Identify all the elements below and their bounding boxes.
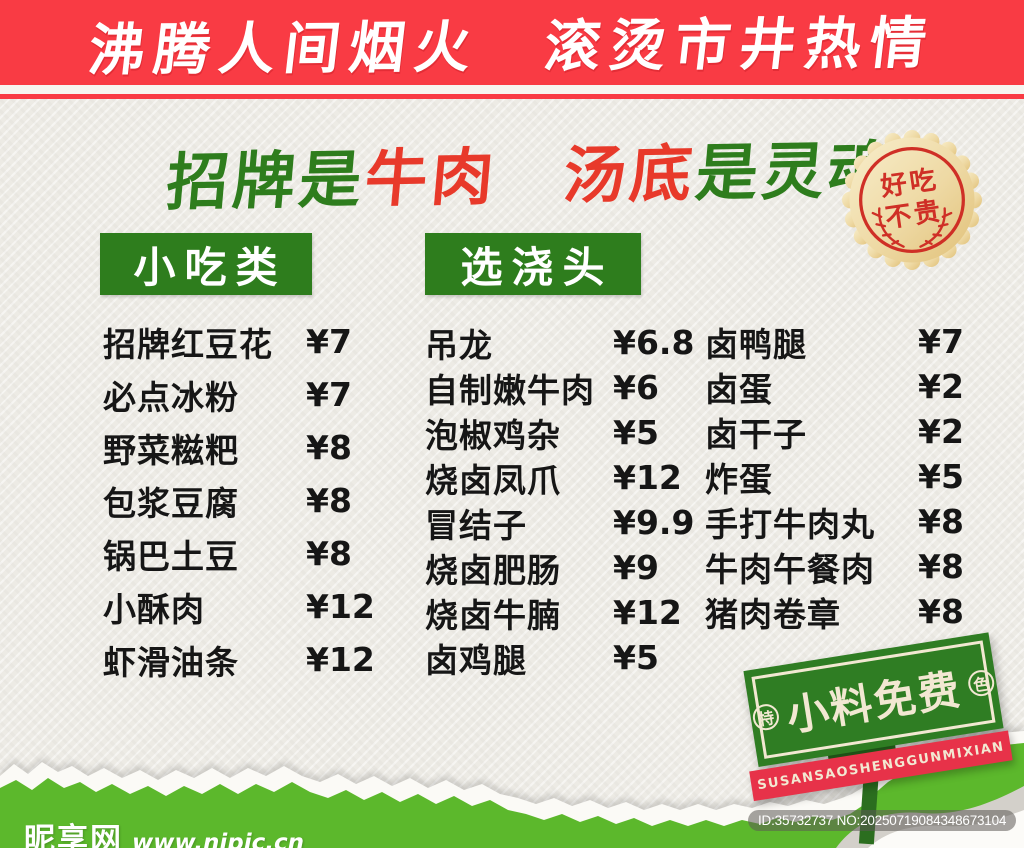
menu-item: 泡椒鸡杂 ¥5	[425, 410, 670, 455]
dish-price: ¥7	[918, 322, 964, 361]
menu-column-toppings-2: 卤鸭腿 ¥7 卤蛋 ¥2 卤干子 ¥2 炸蛋 ¥5 手打牛肉丸 ¥8 牛肉午餐肉 ¥8 猪肉…	[705, 319, 975, 634]
menu-item: 小酥肉 ¥12	[103, 580, 375, 633]
dish-price: ¥12	[306, 640, 375, 679]
dish-name: 烧卤凤爪	[425, 460, 561, 500]
dish-name: 牛肉午餐肉	[705, 549, 875, 589]
tagline-seg1: 招牌是	[163, 142, 369, 220]
menu-item: 卤干子 ¥2	[705, 409, 975, 454]
section-header-snacks: 小吃类	[100, 233, 312, 295]
dish-name: 冒结子	[425, 505, 527, 545]
banner-title: 沸腾人间烟火 滚烫市井热情	[84, 11, 939, 84]
quality-badge-seal-icon: 好吃 不贵	[842, 130, 982, 270]
dish-name: 虾滑油条	[103, 642, 239, 682]
menu-item: 包浆豆腐 ¥8	[103, 474, 358, 527]
dish-price: ¥8	[306, 428, 352, 467]
dish-name: 自制嫩牛肉	[425, 370, 595, 410]
menu-item: 卤鸡腿 ¥5	[425, 635, 670, 680]
menu-item: 猪肉卷章 ¥8	[705, 589, 975, 634]
top-banner: 沸腾人间烟火 滚烫市井热情	[0, 0, 1024, 85]
dish-price: ¥2	[918, 412, 964, 451]
dish-name: 烧卤牛腩	[425, 595, 561, 635]
quality-badge: 好吃 不贵	[842, 130, 982, 270]
banner-stripe-white	[0, 85, 1024, 94]
dish-price: ¥5	[918, 457, 964, 496]
dish-name: 野菜糍粑	[103, 430, 239, 470]
dish-name: 招牌红豆花	[103, 324, 273, 364]
site-name: 昵享网	[24, 822, 123, 848]
tagline: 招牌是牛肉 汤底是灵魂	[163, 120, 898, 222]
dish-name: 炸蛋	[705, 459, 773, 499]
banner-stripe-red	[0, 94, 1024, 99]
dish-name: 卤蛋	[705, 369, 773, 409]
menu-item: 冒结子 ¥9.9	[425, 500, 695, 545]
dish-price: ¥9	[613, 548, 659, 587]
dish-name: 吊龙	[425, 325, 493, 365]
tagline-seg2: 牛肉	[362, 139, 567, 216]
menu-item: 吊龙 ¥6.8	[425, 320, 695, 365]
dish-name: 猪肉卷章	[705, 594, 841, 634]
dish-price: ¥8	[306, 534, 352, 573]
dish-name: 必点冰粉	[103, 377, 239, 417]
menu-column-toppings-1: 吊龙 ¥6.8 自制嫩牛肉 ¥6 泡椒鸡杂 ¥5 烧卤凤爪 ¥12 冒结子 ¥9.9 烧卤…	[425, 320, 695, 680]
dish-price: ¥12	[613, 458, 682, 497]
menu-item: 虾滑油条 ¥12	[103, 633, 375, 686]
nipic-watermark: 昵享网 www.nipic.cn	[24, 814, 304, 848]
menu-item: 野菜糍粑 ¥8	[103, 421, 358, 474]
dish-price: ¥8	[918, 547, 964, 586]
dish-price: ¥5	[613, 638, 659, 677]
dish-price: ¥6.8	[613, 323, 695, 362]
menu-column-snacks: 招牌红豆花 ¥7 必点冰粉 ¥7 野菜糍粑 ¥8 包浆豆腐 ¥8 锅巴土豆 ¥8 小酥肉 ¥…	[103, 315, 375, 686]
dish-price: ¥5	[613, 413, 659, 452]
dish-name: 包浆豆腐	[103, 483, 239, 523]
dish-price: ¥12	[613, 593, 682, 632]
dish-price: ¥8	[918, 592, 964, 631]
menu-item: 招牌红豆花 ¥7	[103, 315, 358, 368]
dish-price: ¥2	[918, 367, 964, 406]
sign-tag-left: 特	[750, 701, 781, 732]
dish-price: ¥6	[613, 368, 659, 407]
dish-price: ¥7	[306, 322, 352, 361]
menu-item: 烧卤凤爪 ¥12	[425, 455, 682, 500]
image-id-badge: ID:35732737 NO:20250719084348673104	[748, 810, 1017, 831]
menu-item: 手打牛肉丸 ¥8	[705, 499, 975, 544]
dish-price: ¥7	[306, 375, 352, 414]
dish-name: 锅巴土豆	[103, 536, 239, 576]
dish-name: 卤干子	[705, 414, 807, 454]
menu-item: 卤鸭腿 ¥7	[705, 319, 975, 364]
dish-name: 卤鸭腿	[705, 324, 807, 364]
section-header-toppings: 选浇头	[425, 233, 641, 295]
menu-item: 炸蛋 ¥5	[705, 454, 975, 499]
menu-item: 自制嫩牛肉 ¥6	[425, 365, 670, 410]
sign-title: 小料免费	[783, 664, 965, 741]
menu-item: 烧卤牛腩 ¥12	[425, 590, 682, 635]
site-url: www.nipic.cn	[132, 830, 304, 848]
menu-item: 卤蛋 ¥2	[705, 364, 975, 409]
tagline-seg3: 汤底	[560, 136, 700, 213]
dish-name: 烧卤肥肠	[425, 550, 561, 590]
dish-price: ¥8	[918, 502, 964, 541]
dish-name: 卤鸡腿	[425, 640, 527, 680]
dish-price: ¥8	[306, 481, 352, 520]
dish-name: 小酥肉	[103, 589, 205, 629]
dish-price: ¥12	[306, 587, 375, 626]
sign-tag-right: 色	[966, 667, 997, 698]
menu-item: 烧卤肥肠 ¥9	[425, 545, 670, 590]
dish-name: 手打牛肉丸	[705, 504, 875, 544]
dish-price: ¥9.9	[613, 503, 695, 542]
dish-name: 泡椒鸡杂	[425, 415, 561, 455]
menu-item: 锅巴土豆 ¥8	[103, 527, 358, 580]
menu-item: 牛肉午餐肉 ¥8	[705, 544, 975, 589]
menu-item: 必点冰粉 ¥7	[103, 368, 358, 421]
